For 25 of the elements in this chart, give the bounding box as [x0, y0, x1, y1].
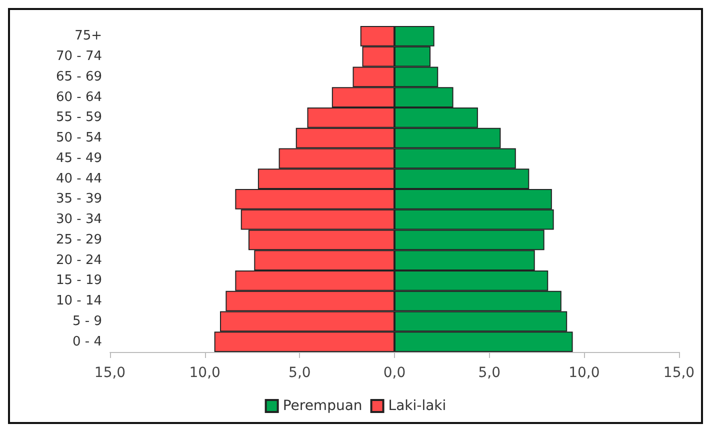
y-tick-label: 50 - 54	[56, 130, 102, 146]
y-tick-label: 65 - 69	[56, 69, 102, 84]
y-tick-label: 35 - 39	[56, 192, 102, 207]
y-tick-label: 60 - 64	[56, 90, 102, 105]
y-tick-label: 0 - 4	[72, 334, 102, 350]
legend-label: Perempuan	[282, 398, 362, 414]
legend-label: Laki-laki	[388, 398, 446, 414]
x-tick-label: 0,0	[383, 365, 406, 381]
y-tick-label: 70 - 74	[56, 49, 102, 64]
y-tick-label: 25 - 29	[56, 232, 102, 248]
y-tick-label: 15 - 19	[56, 273, 102, 288]
x-tick-label: 5,0	[478, 365, 500, 381]
x-tick-label: 10,0	[568, 365, 600, 381]
y-tick-label: 5 - 9	[72, 314, 102, 329]
y-tick-label: 75+	[74, 28, 102, 44]
y-tick-label: 10 - 14	[56, 294, 102, 309]
y-tick-label: 40 - 44	[56, 171, 102, 186]
y-tick-label: 20 - 24	[56, 252, 102, 268]
x-tick-label: 10,0	[189, 365, 220, 381]
x-tick-label: 5,0	[288, 365, 311, 381]
x-tick-label: 15,0	[663, 365, 695, 381]
y-tick-label: 30 - 34	[56, 212, 102, 228]
y-tick-label: 45 - 49	[56, 150, 102, 166]
x-tick-label: 15,0	[94, 365, 126, 381]
y-tick-label: 55 - 59	[56, 110, 102, 126]
